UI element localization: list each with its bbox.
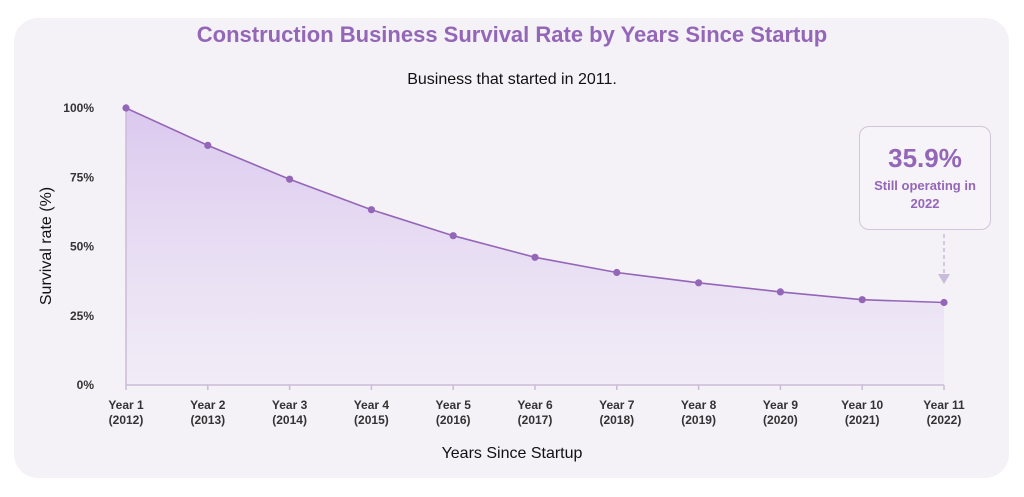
data-point xyxy=(858,296,866,304)
data-point xyxy=(286,175,294,183)
annotation-text: Still operating in 2022 xyxy=(874,178,976,211)
data-point xyxy=(449,232,457,240)
annotation-callout: 35.9% Still operating in 2022 xyxy=(859,126,991,230)
y-tick-label: 25% xyxy=(70,309,94,323)
data-point xyxy=(613,268,621,277)
y-tick-label: 50% xyxy=(70,240,94,254)
x-tick-label: Year 8 (2019) xyxy=(681,398,717,427)
data-point xyxy=(204,141,212,149)
annotation-value: 35.9% xyxy=(888,143,962,173)
y-axis-label: Survival rate (%) xyxy=(38,187,55,305)
data-point xyxy=(776,288,785,296)
x-tick-label: Year 11 (2022) xyxy=(923,398,965,427)
y-tick-label: 100% xyxy=(63,101,94,115)
x-tick-label: Year 3 (2014) xyxy=(272,398,308,427)
x-tick-label: Year 7 (2018) xyxy=(599,398,635,427)
x-tick-label: Year 1 (2012) xyxy=(108,398,144,427)
survival-area xyxy=(126,108,944,385)
x-tick-label: Year 5 (2016) xyxy=(436,398,472,427)
x-tick-label: Year 9 (2020) xyxy=(763,398,799,427)
data-point xyxy=(695,279,703,287)
y-tick-label: 75% xyxy=(70,170,94,184)
x-tick-label: Year 2 (2013) xyxy=(190,398,226,427)
chart-subtitle: Business that started in 2011. xyxy=(407,71,617,88)
y-tick-label: 0% xyxy=(77,378,95,392)
data-point xyxy=(122,104,130,112)
data-point xyxy=(940,298,948,307)
data-point xyxy=(367,206,375,214)
x-axis-label: Years Since Startup xyxy=(442,445,583,462)
chart-title: Construction Business Survival Rate by Y… xyxy=(196,22,828,47)
x-tick-label: Year 4 (2015) xyxy=(354,398,390,427)
x-tick-label: Year 10 (2021) xyxy=(841,398,883,427)
data-point xyxy=(531,253,539,261)
annotation-arrow xyxy=(938,234,950,284)
x-tick-label: Year 6 (2017) xyxy=(517,398,553,427)
